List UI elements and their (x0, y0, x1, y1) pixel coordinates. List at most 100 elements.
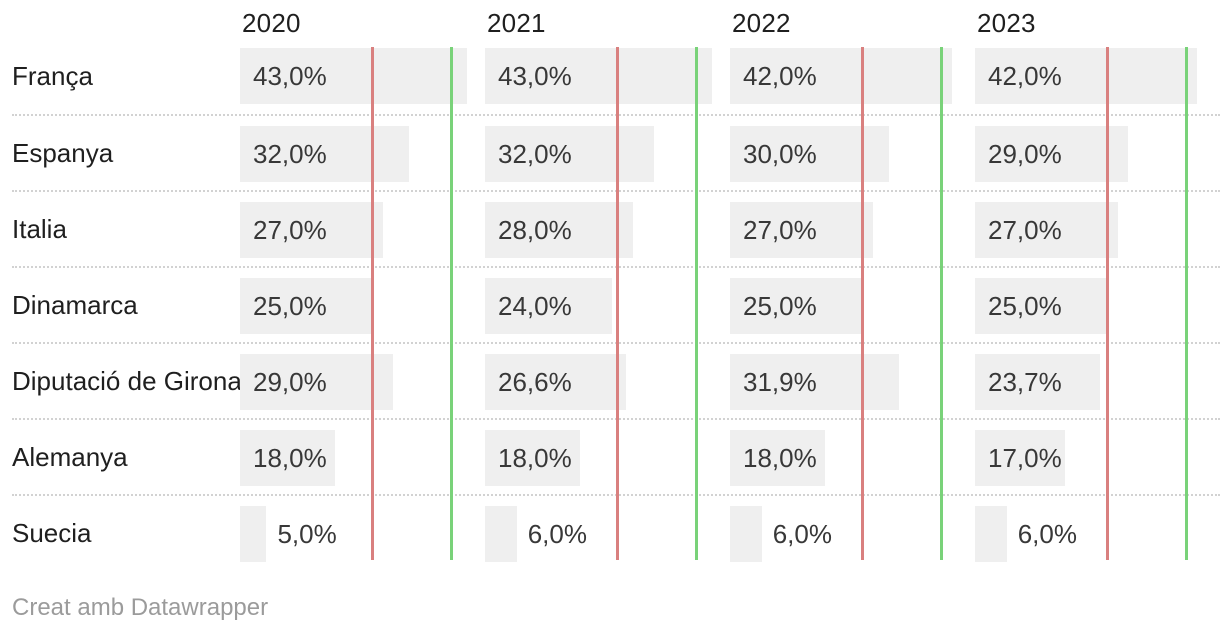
bar-cell-2023: 29,0% (975, 116, 1220, 190)
bar (240, 48, 468, 104)
bar-cell-2023: 17,0% (975, 420, 1220, 494)
column-header-2021: 2021 (487, 8, 546, 38)
bar (730, 278, 863, 334)
column-header-2023: 2023 (977, 8, 1036, 38)
bar-value-label: 32,0% (253, 139, 327, 169)
bar-cell-2020: 25,0% (240, 268, 485, 342)
bar (975, 430, 1065, 486)
bar (485, 278, 612, 334)
bar-cell-2021: 26,6% (485, 344, 730, 418)
bar-value-label: 6,0% (1017, 519, 1077, 549)
row-label: Dinamarca (12, 289, 138, 320)
bar-cell-2022: 18,0% (730, 420, 975, 494)
red-reference-line (615, 47, 619, 560)
bar (485, 202, 634, 258)
bar-cell-2021: 6,0% (485, 496, 730, 570)
bar-value-label: 18,0% (743, 443, 817, 473)
bar-cell-2022: 31,9% (730, 344, 975, 418)
row-label: Italia (12, 213, 67, 244)
bar (730, 354, 899, 410)
bar (485, 354, 626, 410)
table-row: Alemanya 18,0% 18,0% 18,0% 17,0% (12, 418, 1220, 494)
bar-value-label: 43,0% (498, 61, 572, 91)
bar-value-label: 25,0% (988, 291, 1062, 321)
bar-value-label: 26,6% (498, 367, 572, 397)
bar (485, 126, 655, 182)
table-row: Diputació de Girona 29,0% 26,6% 31,9% 23,7% (12, 342, 1220, 418)
table-row: França 43,0% 43,0% 42,0% 42,0% (12, 38, 1220, 114)
bar-cell-2021: 24,0% (485, 268, 730, 342)
bar-value-label: 6,0% (527, 519, 587, 549)
bar-value-label: 29,0% (988, 139, 1062, 169)
bar-value-label: 17,0% (988, 443, 1062, 473)
column-headers: 2020 2021 2022 2023 (0, 0, 1220, 38)
bar-value-label: 24,0% (498, 291, 572, 321)
attribution-footer: Creat amb Datawrapper (12, 594, 268, 622)
bar-cell-2022: 6,0% (730, 496, 975, 570)
bar (485, 48, 713, 104)
bar-value-label: 27,0% (253, 215, 327, 245)
bar-cell-2023: 27,0% (975, 192, 1220, 266)
datawrapper-attribution-link[interactable]: Creat amb Datawrapper (12, 594, 269, 621)
green-reference-line (940, 47, 944, 560)
bar-cell-2023: 25,0% (975, 268, 1220, 342)
bar (730, 202, 873, 258)
bar-cell-2022: 42,0% (730, 38, 975, 114)
bar-cell-2020: 29,0% (240, 344, 485, 418)
bar-cell-2022: 27,0% (730, 192, 975, 266)
bar-value-label: 43,0% (253, 61, 327, 91)
bar-value-label: 23,7% (988, 367, 1062, 397)
column-header-2022: 2022 (732, 8, 791, 38)
bar-value-label: 5,0% (277, 519, 337, 549)
bar-value-label: 29,0% (253, 367, 327, 397)
bar (485, 506, 517, 562)
chart-rows: França 43,0% 43,0% 42,0% 42,0% Espanya 32,0% 32… (0, 38, 1220, 570)
bar-value-label: 25,0% (253, 291, 327, 321)
bar (240, 354, 394, 410)
bar (240, 430, 336, 486)
red-reference-line (370, 47, 374, 560)
column-header-2020: 2020 (242, 8, 301, 38)
bar-cell-2021: 43,0% (485, 38, 730, 114)
bar (240, 202, 383, 258)
bar-cell-2020: 18,0% (240, 420, 485, 494)
bar (240, 278, 373, 334)
bar (975, 202, 1118, 258)
row-label: Suecia (12, 517, 92, 548)
bar-value-label: 30,0% (743, 139, 817, 169)
red-reference-line (860, 47, 864, 560)
bar (730, 506, 762, 562)
bar (975, 126, 1129, 182)
bar-value-label: 18,0% (253, 443, 327, 473)
bar (730, 48, 953, 104)
bar (240, 506, 267, 562)
bar-value-label: 27,0% (988, 215, 1062, 245)
bar (975, 278, 1108, 334)
bar-value-label: 18,0% (498, 443, 572, 473)
bar-cell-2021: 18,0% (485, 420, 730, 494)
bar-cell-2022: 30,0% (730, 116, 975, 190)
red-reference-line (1105, 47, 1109, 560)
bar-cell-2021: 32,0% (485, 116, 730, 190)
bar-value-label: 28,0% (498, 215, 572, 245)
row-label: França (12, 60, 93, 91)
bar-cell-2020: 5,0% (240, 496, 485, 570)
table-row: Italia 27,0% 28,0% 27,0% 27,0% (12, 190, 1220, 266)
green-reference-line (1185, 47, 1189, 560)
green-reference-line (450, 47, 454, 560)
bar-value-label: 6,0% (772, 519, 832, 549)
bar-value-label: 25,0% (743, 291, 817, 321)
bar-value-label: 31,9% (743, 367, 817, 397)
row-label: Espanya (12, 137, 114, 168)
bar-value-label: 42,0% (988, 61, 1062, 91)
bar (975, 506, 1007, 562)
bar-cell-2022: 25,0% (730, 268, 975, 342)
bar (975, 48, 1198, 104)
bar-cell-2023: 6,0% (975, 496, 1220, 570)
bar-value-label: 27,0% (743, 215, 817, 245)
bar-cell-2023: 23,7% (975, 344, 1220, 418)
bar-value-label: 32,0% (498, 139, 572, 169)
bar (730, 430, 826, 486)
bar (240, 126, 410, 182)
bar (975, 354, 1101, 410)
